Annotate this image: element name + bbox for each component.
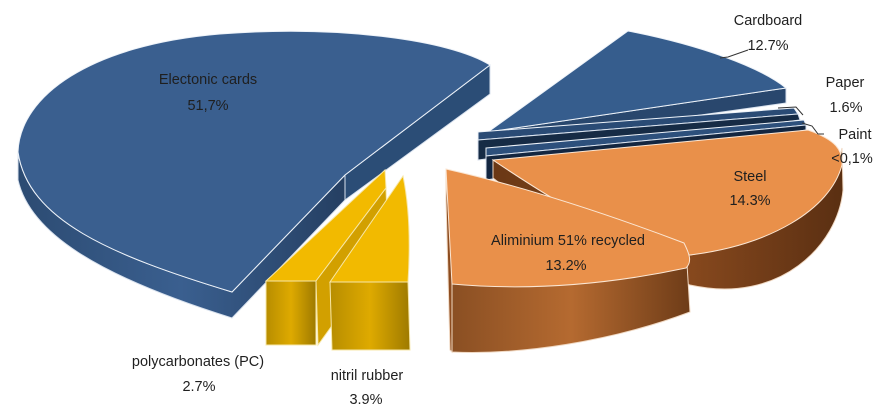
slice-nitril-rubber-top [329, 174, 410, 283]
slice-electronic-cards-top [17, 30, 491, 293]
value-steel: 14.3% [729, 193, 770, 209]
value-cardboard: 12.7% [747, 38, 788, 54]
slice-cardboard-top [487, 30, 788, 133]
label-electronic-cards: Electonic cards [159, 72, 257, 88]
label-polycarbonates: polycarbonates (PC) [132, 354, 264, 370]
value-electronic-cards: 51,7% [187, 98, 228, 114]
value-nitril-rubber: 3.9% [349, 392, 382, 406]
slice-aluminium [445, 168, 691, 354]
paper-leader-line [777, 106, 804, 116]
slice-polycarbonates-front [265, 280, 317, 346]
label-nitril-rubber: nitril rubber [331, 368, 404, 384]
value-aluminium: 13.2% [545, 258, 586, 274]
slice-electronic-cards [17, 30, 491, 319]
slice-aluminium-top [445, 168, 691, 288]
slice-nitril-rubber-front [329, 281, 411, 351]
value-paint: <0,1% [831, 151, 873, 167]
slice-nitril-rubber [329, 174, 411, 351]
label-paint: Paint [838, 127, 871, 143]
value-paper: 1.6% [829, 100, 862, 116]
cardboard-leader-line [719, 49, 749, 59]
label-aluminium: Aliminium 51% recycled [491, 233, 645, 249]
label-cardboard: Cardboard [734, 13, 803, 29]
paint-leader-line [801, 122, 824, 135]
chart-labels: Electonic cards 51,7% Cardboard 12.7% Pa… [132, 13, 873, 406]
value-polycarbonates: 2.7% [182, 379, 215, 395]
label-steel: Steel [733, 169, 766, 185]
label-paper: Paper [826, 75, 865, 91]
